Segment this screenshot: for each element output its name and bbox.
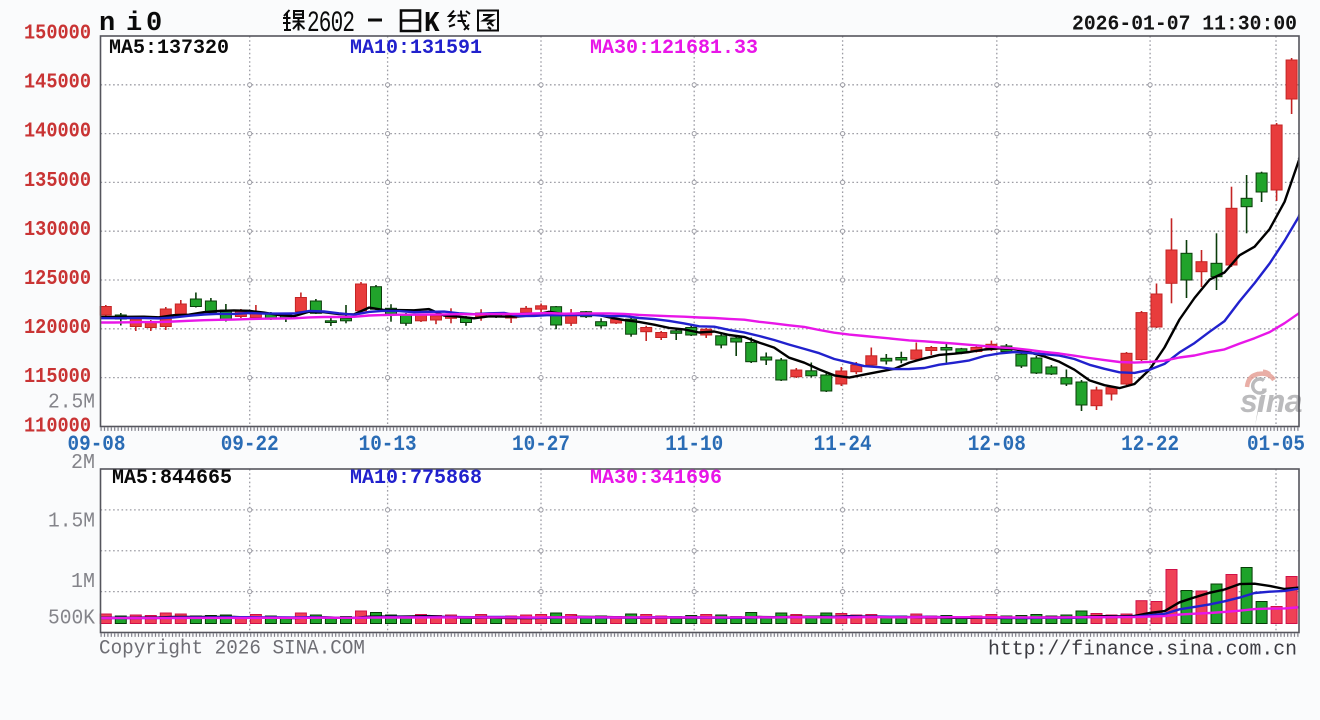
svg-text:sina: sina [1240, 383, 1302, 419]
svg-text:1.5M: 1.5M [48, 510, 95, 534]
svg-text:12-22: 12-22 [1121, 432, 1179, 457]
svg-text:K: K [424, 8, 440, 41]
svg-text:2M: 2M [71, 451, 95, 475]
svg-text:115000: 115000 [24, 366, 91, 389]
svg-text:Copyright 2026 SINA.COM: Copyright 2026 SINA.COM [99, 638, 365, 661]
svg-text:2026-01-07 11:30:00: 2026-01-07 11:30:00 [1072, 13, 1297, 37]
svg-text:0: 0 [146, 9, 162, 39]
svg-text:MA10:775868: MA10:775868 [350, 467, 482, 490]
svg-text:MA10:131591: MA10:131591 [350, 37, 482, 60]
svg-text:MA30:341696: MA30:341696 [590, 467, 722, 490]
svg-text:MA5:137320: MA5:137320 [109, 37, 229, 60]
svg-text:11-10: 11-10 [665, 432, 723, 457]
svg-text:10-13: 10-13 [359, 432, 417, 457]
svg-text:10-27: 10-27 [512, 432, 570, 457]
svg-text:http://finance.sina.com.cn: http://finance.sina.com.cn [988, 639, 1297, 662]
svg-text:140000: 140000 [24, 121, 91, 144]
svg-text:2.5M: 2.5M [48, 391, 95, 415]
svg-text:MA30:121681.33: MA30:121681.33 [590, 37, 758, 60]
svg-text:i: i [126, 9, 142, 39]
svg-text:145000: 145000 [24, 72, 91, 95]
svg-text:1M: 1M [71, 570, 95, 594]
svg-text:500K: 500K [48, 607, 95, 631]
svg-text:01-05: 01-05 [1247, 432, 1305, 457]
svg-text:12-08: 12-08 [968, 432, 1026, 457]
svg-text:125000: 125000 [24, 268, 91, 291]
svg-text:n: n [99, 9, 115, 39]
svg-text:130000: 130000 [24, 219, 91, 242]
svg-text:110000: 110000 [24, 415, 91, 438]
svg-text:09-08: 09-08 [68, 432, 126, 457]
svg-text:135000: 135000 [24, 170, 91, 193]
svg-text:150000: 150000 [24, 23, 91, 46]
svg-text:120000: 120000 [24, 317, 91, 340]
svg-text:MA5:844665: MA5:844665 [112, 467, 232, 490]
svg-text:09-22: 09-22 [221, 432, 279, 457]
svg-text:11-24: 11-24 [814, 432, 872, 457]
svg-text:2602: 2602 [307, 7, 355, 41]
